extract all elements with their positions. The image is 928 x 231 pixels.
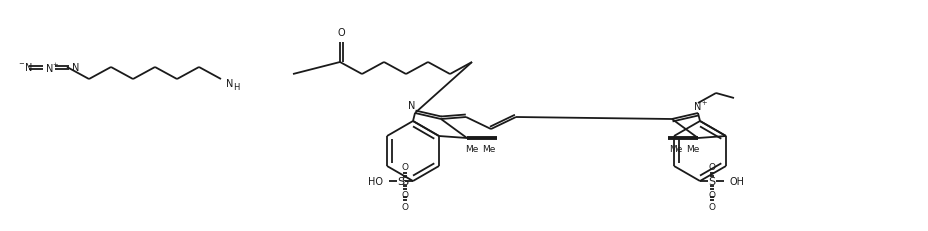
Text: O: O — [708, 191, 715, 200]
Text: N: N — [226, 79, 233, 89]
Text: Me: Me — [465, 144, 478, 153]
Text: S: S — [708, 176, 715, 186]
Text: S: S — [401, 176, 408, 186]
Text: OH: OH — [729, 176, 744, 186]
Text: Me: Me — [482, 144, 496, 153]
Text: O: O — [337, 28, 345, 38]
Text: O: O — [708, 163, 715, 172]
Text: Me: Me — [668, 144, 682, 153]
Text: $^{-}$N: $^{-}$N — [18, 61, 32, 73]
Text: HO: HO — [367, 176, 382, 186]
Text: O: O — [401, 203, 408, 212]
Text: N: N — [72, 63, 79, 73]
Text: S: S — [397, 176, 404, 186]
Text: O: O — [401, 163, 408, 172]
Text: N: N — [408, 100, 415, 110]
Text: Me: Me — [686, 144, 699, 153]
Text: O: O — [401, 191, 408, 200]
Text: N$^+$: N$^+$ — [692, 99, 708, 112]
Text: N$^{+}$: N$^{+}$ — [45, 61, 59, 74]
Text: O: O — [708, 203, 715, 212]
Text: H: H — [233, 82, 239, 91]
